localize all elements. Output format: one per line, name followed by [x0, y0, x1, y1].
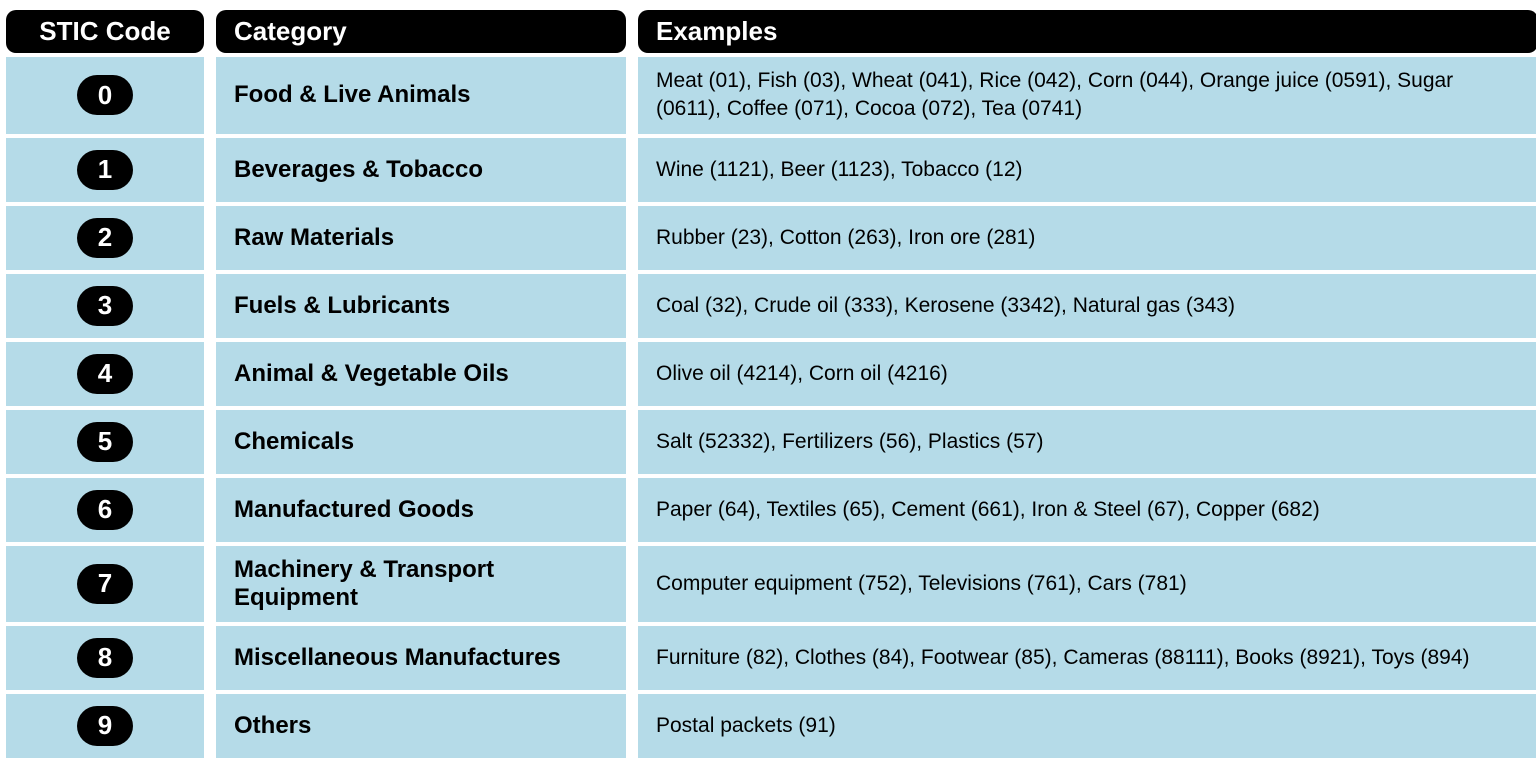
- header-examples-label: Examples: [656, 16, 777, 47]
- table-row-examples: Postal packets (91): [638, 694, 1536, 758]
- code-badge: 1: [77, 150, 133, 190]
- table-row-examples: Meat (01), Fish (03), Wheat (041), Rice …: [638, 57, 1536, 134]
- table-row-category: Food & Live Animals: [216, 57, 626, 134]
- table-row-category: Chemicals: [216, 410, 626, 474]
- code-badge: 4: [77, 354, 133, 394]
- table-row-code: 2: [6, 206, 204, 270]
- code-badge: 2: [77, 218, 133, 258]
- table-row-category: Manufactured Goods: [216, 478, 626, 542]
- table-row-category: Machinery & Transport Equipment: [216, 546, 626, 622]
- header-code-label: STIC Code: [39, 16, 170, 47]
- category-text: Manufactured Goods: [234, 496, 474, 524]
- category-text: Chemicals: [234, 428, 354, 456]
- header-category: Category: [216, 10, 626, 53]
- table-row-code: 8: [6, 626, 204, 690]
- examples-text: Coal (32), Crude oil (333), Kerosene (33…: [656, 292, 1235, 320]
- table-row-examples: Furniture (82), Clothes (84), Footwear (…: [638, 626, 1536, 690]
- table-row-category: Animal & Vegetable Oils: [216, 342, 626, 406]
- table-row-code: 7: [6, 546, 204, 622]
- table-row-code: 5: [6, 410, 204, 474]
- table-row-examples: Paper (64), Textiles (65), Cement (661),…: [638, 478, 1536, 542]
- table-row-category: Others: [216, 694, 626, 758]
- table-row-code: 6: [6, 478, 204, 542]
- category-text: Fuels & Lubricants: [234, 292, 450, 320]
- category-text: Miscellaneous Manufactures: [234, 644, 561, 672]
- examples-text: Paper (64), Textiles (65), Cement (661),…: [656, 496, 1320, 524]
- examples-text: Postal packets (91): [656, 712, 836, 740]
- table-row-examples: Coal (32), Crude oil (333), Kerosene (33…: [638, 274, 1536, 338]
- stic-table: STIC Code Category Examples 0 Food & Liv…: [6, 10, 1530, 758]
- category-text: Beverages & Tobacco: [234, 156, 483, 184]
- header-category-label: Category: [234, 16, 347, 47]
- header-examples: Examples: [638, 10, 1536, 53]
- table-row-code: 9: [6, 694, 204, 758]
- table-row-examples: Computer equipment (752), Televisions (7…: [638, 546, 1536, 622]
- table-row-examples: Rubber (23), Cotton (263), Iron ore (281…: [638, 206, 1536, 270]
- table-row-code: 0: [6, 57, 204, 134]
- examples-text: Wine (1121), Beer (1123), Tobacco (12): [656, 156, 1023, 184]
- table-row-examples: Salt (52332), Fertilizers (56), Plastics…: [638, 410, 1536, 474]
- table-row-category: Miscellaneous Manufactures: [216, 626, 626, 690]
- table-row-category: Raw Materials: [216, 206, 626, 270]
- category-text: Animal & Vegetable Oils: [234, 360, 509, 388]
- code-badge: 5: [77, 422, 133, 462]
- examples-text: Furniture (82), Clothes (84), Footwear (…: [656, 644, 1470, 672]
- category-text: Food & Live Animals: [234, 81, 470, 109]
- examples-text: Meat (01), Fish (03), Wheat (041), Rice …: [656, 67, 1520, 124]
- table-row-code: 3: [6, 274, 204, 338]
- code-badge: 9: [77, 706, 133, 746]
- category-text: Machinery & Transport Equipment: [234, 556, 608, 612]
- category-text: Raw Materials: [234, 224, 394, 252]
- table-row-code: 4: [6, 342, 204, 406]
- table-row-category: Beverages & Tobacco: [216, 138, 626, 202]
- code-badge: 7: [77, 564, 133, 604]
- table-row-code: 1: [6, 138, 204, 202]
- code-badge: 8: [77, 638, 133, 678]
- header-code: STIC Code: [6, 10, 204, 53]
- table-row-examples: Olive oil (4214), Corn oil (4216): [638, 342, 1536, 406]
- code-badge: 3: [77, 286, 133, 326]
- category-text: Others: [234, 712, 311, 740]
- table-row-examples: Wine (1121), Beer (1123), Tobacco (12): [638, 138, 1536, 202]
- code-badge: 6: [77, 490, 133, 530]
- table-row-category: Fuels & Lubricants: [216, 274, 626, 338]
- code-badge: 0: [77, 75, 133, 115]
- examples-text: Salt (52332), Fertilizers (56), Plastics…: [656, 428, 1043, 456]
- examples-text: Olive oil (4214), Corn oil (4216): [656, 360, 948, 388]
- examples-text: Computer equipment (752), Televisions (7…: [656, 570, 1187, 598]
- examples-text: Rubber (23), Cotton (263), Iron ore (281…: [656, 224, 1035, 252]
